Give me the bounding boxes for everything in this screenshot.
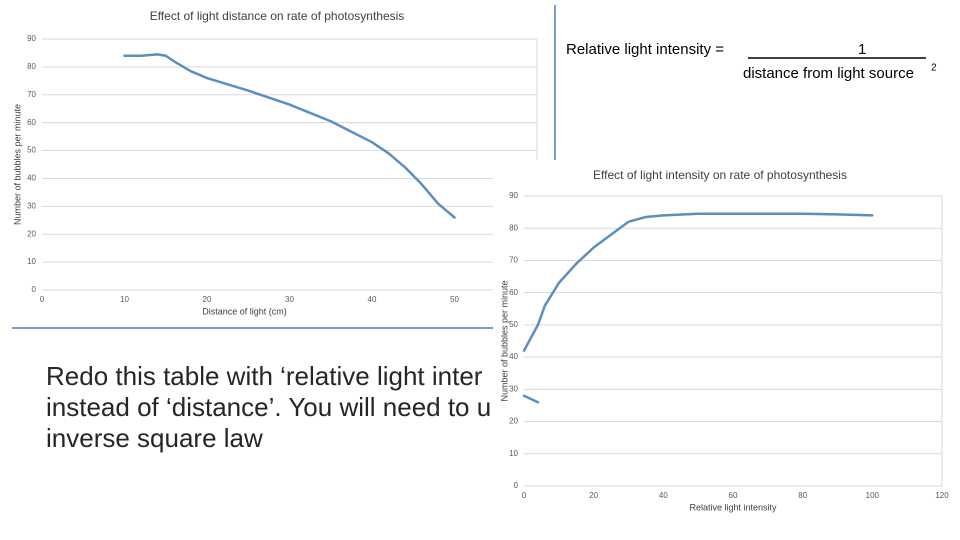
y-tick-label: 70 — [509, 256, 518, 265]
y-tick-label: 50 — [509, 320, 518, 329]
x-tick-label: 0 — [40, 295, 45, 304]
x-tick-label: 0 — [522, 491, 527, 500]
body-text: Redo this table with ‘relative light int… — [46, 361, 483, 391]
y-tick-label: 20 — [27, 229, 36, 238]
denominator: distance from light source — [743, 65, 914, 82]
y-axis-label: Number of bubbles per minute — [12, 104, 22, 225]
y-tick-label: 90 — [509, 191, 518, 200]
formula-label: Relative light intensity = — [566, 41, 724, 58]
y-tick-label: 0 — [514, 481, 519, 490]
chart: 0 10 20 30 40 50 60 70 80 90 0 10 20 30 40 50 Effect of … — [12, 9, 538, 316]
body-text: inverse square law — [46, 423, 263, 453]
x-axis-label: Distance of light (cm) — [202, 306, 287, 316]
y-tick-label: 60 — [27, 118, 36, 127]
y-tick-label: 10 — [509, 449, 518, 458]
chart: 0 10 20 30 40 50 60 70 80 90 0 20 40 60 80 100 120 Effect… — [493, 160, 960, 540]
data-line — [522, 394, 540, 404]
y-tick-label: 80 — [509, 223, 518, 232]
x-tick-label: 120 — [935, 491, 949, 500]
y-tick-label: 70 — [27, 90, 36, 99]
x-tick-label: 20 — [203, 295, 212, 304]
chart-title: Effect of light intensity on rate of pho… — [593, 168, 847, 182]
y-tick-label: 40 — [509, 352, 518, 361]
y-axis-label: Number of bubbles per minute — [499, 280, 509, 401]
y-tick-label: 60 — [509, 288, 518, 297]
y-tick-label: 30 — [509, 384, 518, 393]
x-axis-label: Relative light intensity — [689, 502, 777, 512]
y-tick-label: 0 — [32, 285, 37, 294]
x-tick-label: 20 — [589, 491, 598, 500]
superscript: 2 — [931, 63, 937, 74]
data-line — [123, 53, 456, 219]
x-tick-label: 10 — [120, 295, 129, 304]
body-text: instead of ‘distance’. You will need to … — [46, 392, 491, 422]
chart-title: Effect of light distance on rate of phot… — [150, 9, 405, 23]
y-tick-label: 80 — [27, 62, 36, 71]
y-tick-label: 30 — [27, 201, 36, 210]
x-tick-label: 80 — [798, 491, 807, 500]
y-tick-label: 20 — [509, 417, 518, 426]
x-tick-label: 30 — [285, 295, 294, 304]
y-tick-label: 40 — [27, 174, 36, 183]
x-tick-label: 40 — [659, 491, 668, 500]
y-tick-label: 50 — [27, 146, 36, 155]
y-tick-label: 90 — [27, 34, 36, 43]
x-tick-label: 60 — [729, 491, 738, 500]
y-tick-label: 10 — [27, 257, 36, 266]
chart-background — [493, 160, 960, 540]
x-tick-label: 40 — [368, 295, 377, 304]
data-line — [522, 212, 874, 352]
x-tick-label: 50 — [450, 295, 459, 304]
numerator: 1 — [858, 41, 866, 58]
x-tick-label: 100 — [866, 491, 880, 500]
